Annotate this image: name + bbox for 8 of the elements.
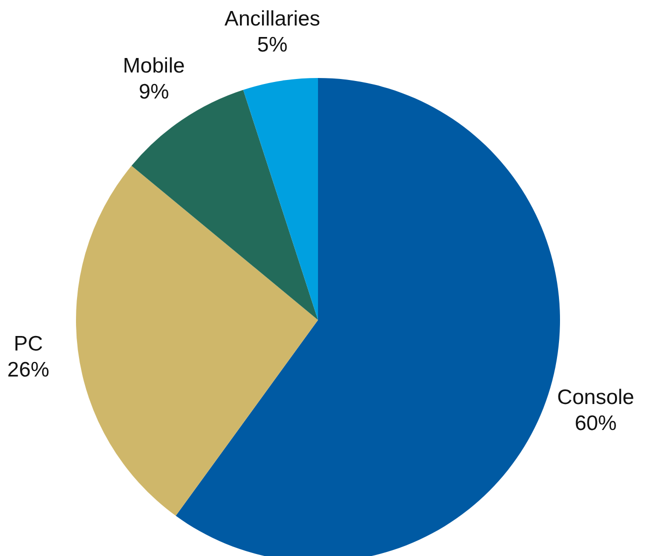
data-label: 5% xyxy=(257,34,288,57)
data-label: 26% xyxy=(7,358,50,382)
data-label: 9% xyxy=(138,80,170,104)
data-label: 60% xyxy=(574,412,617,436)
slice-label: Mobile xyxy=(122,54,185,78)
slice-label: Ancillaries xyxy=(224,8,320,31)
slice-label: PC xyxy=(14,332,43,356)
slice-label: Console xyxy=(557,386,634,410)
